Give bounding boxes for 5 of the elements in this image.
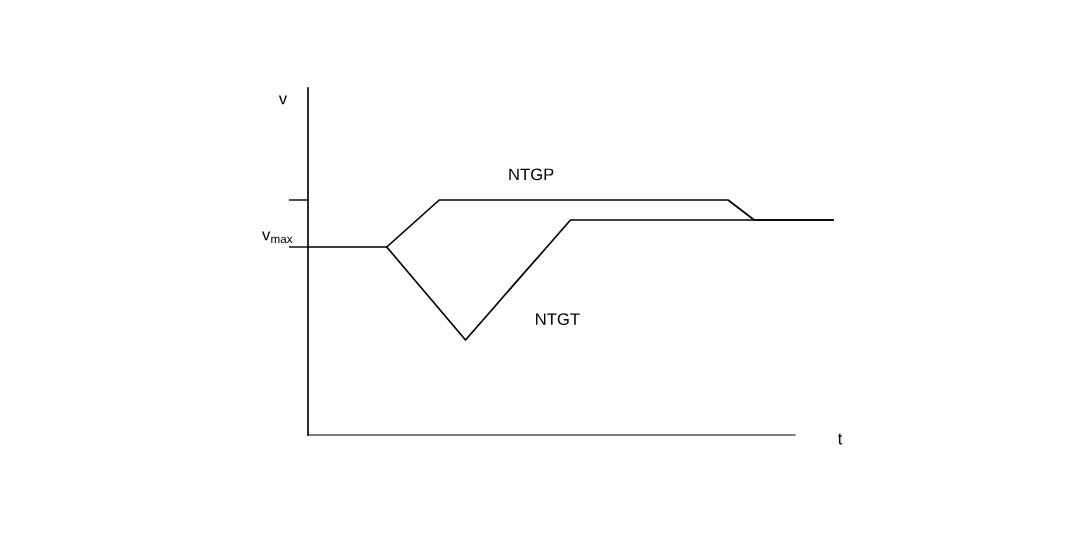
text: NTGT (536, 313, 580, 326)
text: v (278, 95, 288, 105)
text: v$_{max}$ (262, 231, 293, 244)
annotation: t (837, 433, 843, 445)
series-label: NTGP (509, 168, 554, 181)
